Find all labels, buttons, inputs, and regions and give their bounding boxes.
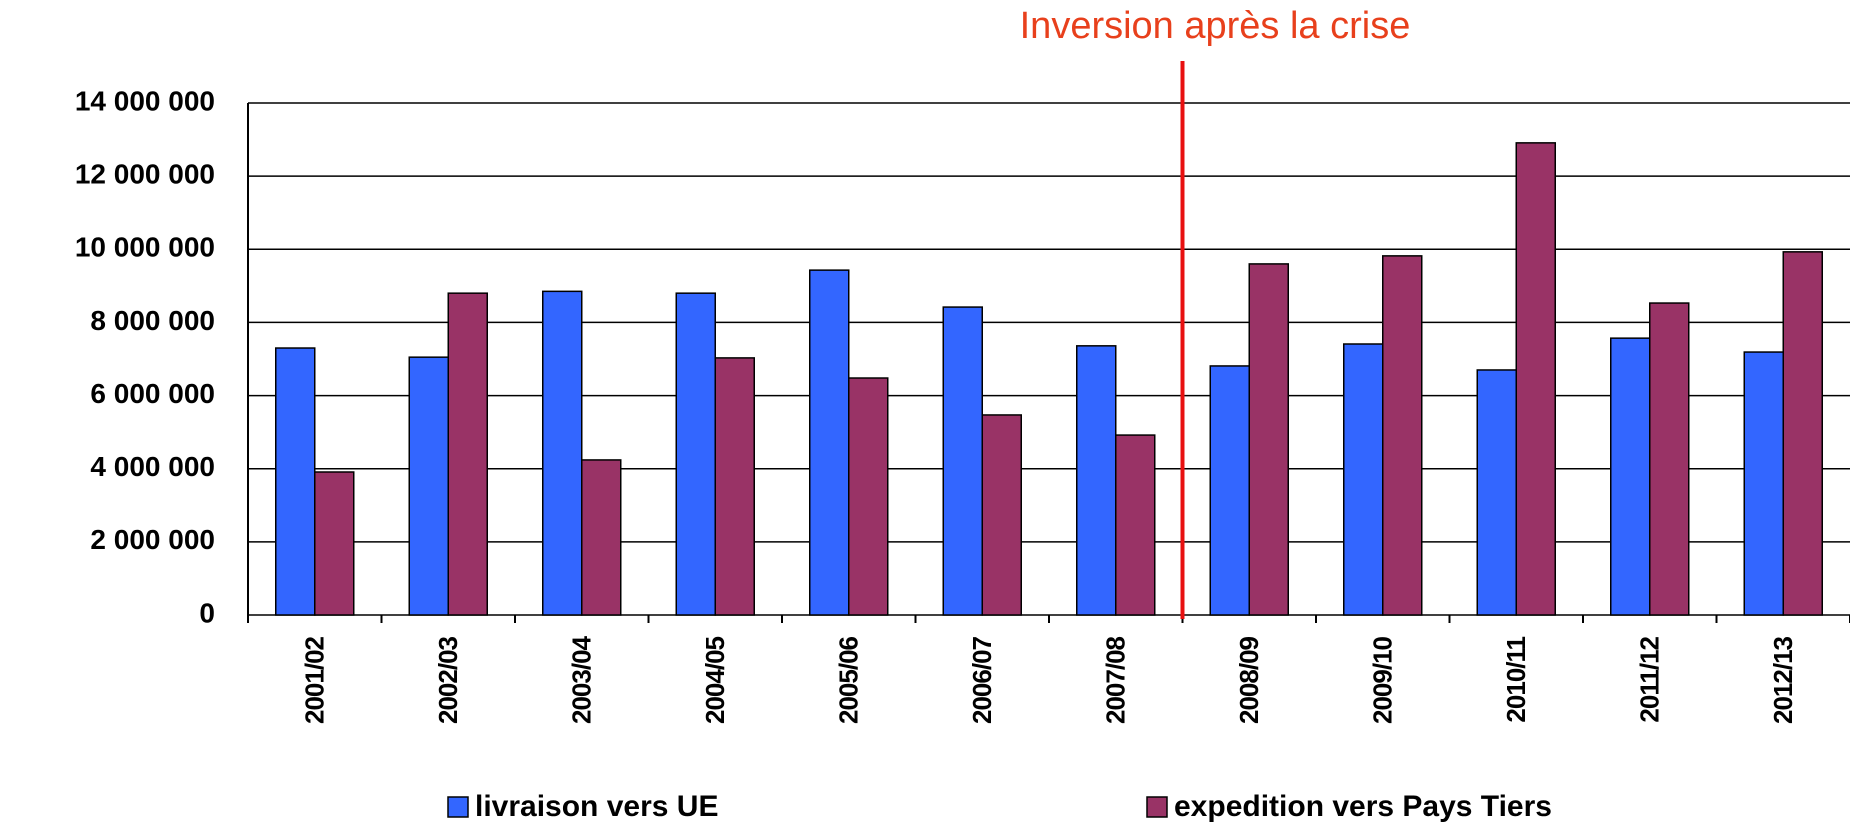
x-tick-label: 2004/05 xyxy=(700,636,730,724)
y-tick-label: 12 000 000 xyxy=(75,159,215,190)
y-tick-label: 14 000 000 xyxy=(75,85,215,116)
x-tick-label: 2003/04 xyxy=(567,635,597,724)
x-tick-label: 2011/12 xyxy=(1635,636,1665,722)
bar xyxy=(1209,365,1250,616)
x-tick-label: 2002/03 xyxy=(433,636,463,724)
bar xyxy=(1248,263,1289,616)
x-tick-label: 2010/11 xyxy=(1501,636,1531,722)
legend-swatch xyxy=(447,796,469,818)
bar xyxy=(809,269,850,616)
bar xyxy=(1115,434,1156,616)
y-tick-label: 8 000 000 xyxy=(90,305,215,336)
bar xyxy=(581,459,622,616)
x-tick-label: 2005/06 xyxy=(834,636,864,724)
bar xyxy=(542,290,583,616)
legend-swatch xyxy=(1146,796,1168,818)
legend-label: expedition vers Pays Tiers xyxy=(1174,790,1552,823)
bar xyxy=(942,306,983,616)
annotation: Inversion après la crise xyxy=(1020,5,1411,47)
bar xyxy=(675,292,716,616)
bar xyxy=(275,347,316,616)
legend-label: livraison vers UE xyxy=(475,790,718,823)
bar xyxy=(1076,345,1117,616)
bar xyxy=(1515,142,1556,616)
bar xyxy=(314,471,355,616)
bar xyxy=(848,377,889,616)
bar xyxy=(714,357,755,616)
x-tick-label: 2006/07 xyxy=(967,636,997,724)
x-tick-label: 2009/10 xyxy=(1368,636,1398,724)
bar xyxy=(447,292,488,616)
bar xyxy=(1743,351,1784,616)
bar xyxy=(981,414,1022,616)
bar xyxy=(1343,343,1384,616)
bar xyxy=(1610,337,1651,616)
bar xyxy=(1476,369,1517,616)
x-tick-label: 2007/08 xyxy=(1101,636,1131,724)
y-tick-label: 10 000 000 xyxy=(75,232,215,263)
y-tick-label: 0 xyxy=(199,597,215,628)
bar xyxy=(1649,302,1690,616)
y-tick-label: 4 000 000 xyxy=(90,451,215,482)
y-tick-label: 2 000 000 xyxy=(90,524,215,555)
x-tick-label: 2001/02 xyxy=(300,636,330,724)
x-tick-label: 2008/09 xyxy=(1234,636,1264,724)
y-tick-label: 6 000 000 xyxy=(90,378,215,409)
bar xyxy=(408,356,449,616)
bar xyxy=(1782,251,1823,616)
x-tick-label: 2012/13 xyxy=(1768,636,1798,724)
bar xyxy=(1382,255,1423,616)
